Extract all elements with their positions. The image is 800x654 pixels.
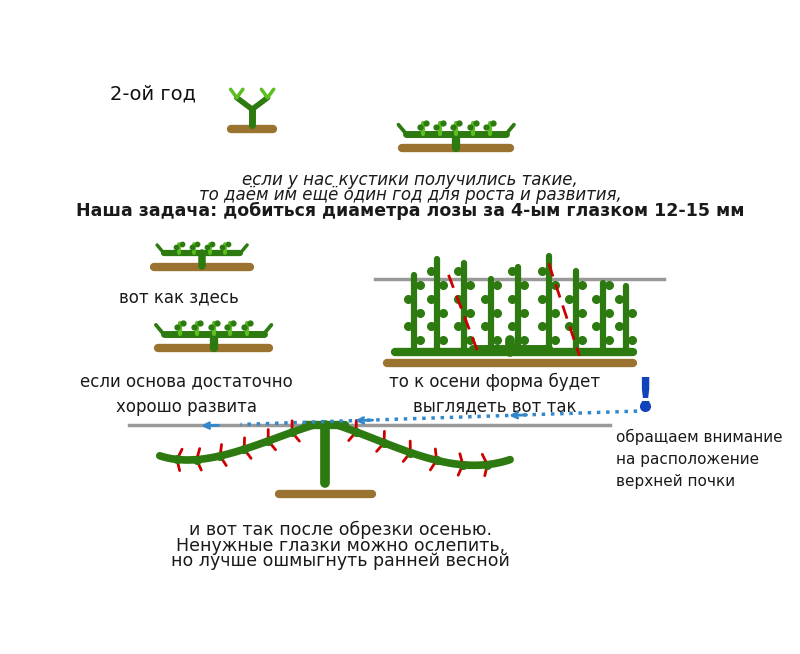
Text: обращаем внимание
на расположение
верхней почки: обращаем внимание на расположение верхне… <box>616 429 783 489</box>
Text: то даём им ещё один год для роста и развития,: то даём им ещё один год для роста и разв… <box>198 186 622 204</box>
Text: Ненужные глазки можно ослепить,: Ненужные глазки можно ослепить, <box>176 537 506 555</box>
Text: если основа достаточно
хорошо развита: если основа достаточно хорошо развита <box>80 373 293 416</box>
Text: но лучше ошмыгнуть ранней весной: но лучше ошмыгнуть ранней весной <box>171 552 510 570</box>
Text: вот как здесь: вот как здесь <box>119 288 239 306</box>
Text: и вот так после обрезки осенью.: и вот так после обрезки осенью. <box>190 521 492 540</box>
Text: !: ! <box>635 375 654 417</box>
Text: Наша задача: добиться диаметра лозы за 4-ым глазком 12-15 мм: Наша задача: добиться диаметра лозы за 4… <box>76 201 744 220</box>
Text: то к осени форма будет
выглядеть вот так: то к осени форма будет выглядеть вот так <box>389 373 600 416</box>
Text: 2-ой год: 2-ой год <box>110 84 196 103</box>
Text: если у нас кустики получились такие,: если у нас кустики получились такие, <box>242 171 578 189</box>
